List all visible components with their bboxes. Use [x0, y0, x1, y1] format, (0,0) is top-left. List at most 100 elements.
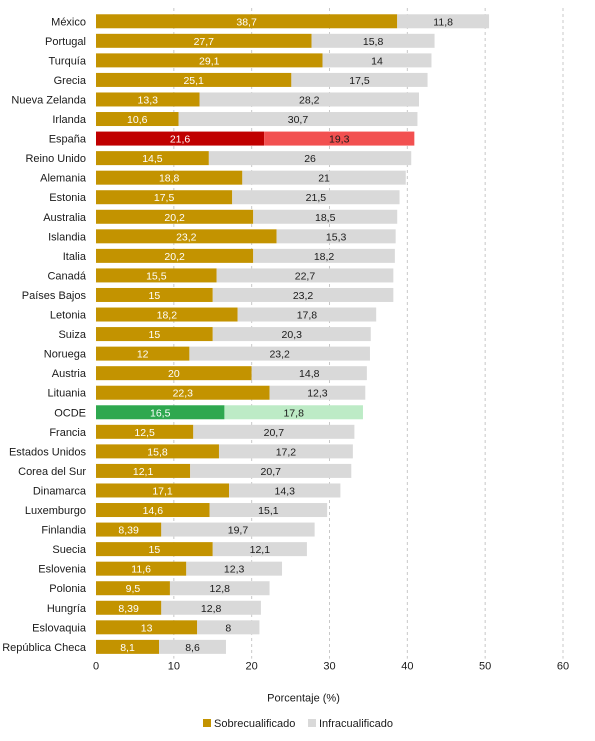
legend-swatch-sobrecualificado [203, 719, 211, 727]
bar-suiza-sobrecualificado [96, 327, 213, 342]
bar-suecia-infracualificado [212, 542, 307, 557]
value-label-paises-bajos-infracualificado: 23,2 [293, 290, 314, 302]
value-label-reino-unido-sobrecualificado: 14,5 [142, 153, 163, 165]
bar-dinamarca-infracualificado [229, 483, 341, 498]
value-label-nueva-zelanda-infracualificado: 28,2 [299, 94, 320, 106]
category-label-mexico: México [51, 16, 86, 28]
bar-estados-unidos-sobrecualificado [96, 444, 219, 459]
value-label-ocde-infracualificado: 17,8 [283, 407, 304, 419]
x-tick-label-30: 30 [323, 661, 335, 673]
value-label-grecia-infracualificado: 17,5 [349, 75, 370, 87]
category-label-irlanda: Irlanda [52, 114, 87, 126]
legend-label-infracualificado: Infracualificado [319, 718, 393, 730]
category-label-italia: Italia [63, 251, 87, 263]
bar-republica-checa-infracualificado [159, 639, 226, 654]
value-label-suecia-sobrecualificado: 15 [149, 544, 161, 556]
category-label-suiza: Suiza [58, 329, 86, 341]
bar-eslovaquia-sobrecualificado [96, 620, 198, 635]
value-label-canada-infracualificado: 22,7 [295, 270, 316, 282]
category-label-noruega: Noruega [44, 349, 87, 361]
value-label-turquia-sobrecualificado: 29,1 [199, 55, 220, 67]
category-label-canada: Canadá [47, 270, 86, 282]
bar-polonia-sobrecualificado [96, 581, 170, 596]
category-label-letonia: Letonia [50, 310, 87, 322]
bar-irlanda-infracualificado [178, 112, 418, 127]
value-label-espana-infracualificado: 19,3 [329, 134, 350, 146]
x-tick-label-60: 60 [557, 661, 569, 673]
bar-islandia-infracualificado [276, 229, 396, 244]
bar-grecia-sobrecualificado [96, 72, 292, 87]
value-label-ocde-sobrecualificado: 16,5 [150, 407, 171, 419]
value-label-turquia-infracualificado: 14 [371, 55, 383, 67]
legend-label-sobrecualificado: Sobrecualificado [214, 718, 295, 730]
category-label-grecia: Grecia [54, 75, 87, 87]
category-label-paises-bajos: Países Bajos [22, 290, 87, 302]
value-label-italia-sobrecualificado: 20,2 [164, 251, 185, 263]
value-label-eslovaquia-infracualificado: 8 [225, 622, 231, 634]
value-label-suiza-sobrecualificado: 15 [149, 329, 161, 341]
bar-australia-infracualificado [253, 209, 398, 224]
bar-alemania-sobrecualificado [96, 170, 243, 185]
bar-mexico-sobrecualificado [96, 14, 398, 29]
value-label-estonia-infracualificado: 21,5 [306, 192, 327, 204]
bar-hungria-infracualificado [161, 600, 261, 615]
bar-italia-infracualificado [253, 248, 395, 263]
bar-estados-unidos-infracualificado [218, 444, 353, 459]
bar-eslovaquia-infracualificado [197, 620, 260, 635]
value-label-francia-infracualificado: 20,7 [264, 427, 285, 439]
bar-turquia-infracualificado [322, 53, 432, 68]
bar-alemania-infracualificado [242, 170, 406, 185]
bar-corea-del-sur-sobrecualificado [96, 463, 191, 478]
category-label-francia: Francia [49, 427, 87, 439]
category-label-polonia: Polonia [49, 583, 87, 595]
bar-francia-infracualificado [193, 424, 355, 439]
bars: 38,7 11,8 27,7 15,8 29,1 14 25,1 17,5 13,3 28,2 10… [96, 14, 490, 654]
value-label-hungria-infracualificado: 12,8 [201, 603, 222, 615]
bar-suiza-infracualificado [212, 327, 371, 342]
x-tick-label-50: 50 [479, 661, 491, 673]
category-label-nueva-zelanda: Nueva Zelanda [11, 94, 86, 106]
bar-finlandia-infracualificado [161, 522, 315, 537]
category-label-islandia: Islandia [48, 231, 87, 243]
bar-canada-infracualificado [216, 268, 394, 283]
bar-austria-sobrecualificado [96, 366, 252, 381]
bar-francia-sobrecualificado [96, 424, 194, 439]
value-label-eslovenia-infracualificado: 12,3 [224, 564, 245, 576]
value-label-polonia-infracualificado: 12,8 [210, 583, 231, 595]
value-label-alemania-infracualificado: 21 [318, 173, 330, 185]
value-label-portugal-infracualificado: 15,8 [363, 36, 384, 48]
bar-lituania-sobrecualificado [96, 385, 270, 400]
value-label-portugal-sobrecualificado: 27,7 [194, 36, 215, 48]
value-label-lituania-infracualificado: 12,3 [307, 388, 328, 400]
bar-paises-bajos-sobrecualificado [96, 287, 213, 302]
category-label-eslovenia: Eslovenia [38, 564, 87, 576]
category-label-estonia: Estonia [49, 192, 87, 204]
bar-luxemburgo-sobrecualificado [96, 503, 210, 518]
category-label-portugal: Portugal [45, 36, 86, 48]
value-label-noruega-sobrecualificado: 12 [137, 349, 149, 361]
x-axis-title: Porcentaje (%) [267, 693, 340, 705]
value-label-letonia-infracualificado: 17,8 [297, 310, 318, 322]
bar-nueva-zelanda-infracualificado [199, 92, 420, 107]
x-tick-label-20: 20 [246, 661, 258, 673]
bar-paises-bajos-infracualificado [212, 287, 394, 302]
bar-turquia-sobrecualificado [96, 53, 323, 68]
value-label-corea-del-sur-sobrecualificado: 12,1 [133, 466, 154, 478]
value-label-lituania-sobrecualificado: 22,3 [173, 388, 194, 400]
value-label-italia-infracualificado: 18,2 [314, 251, 335, 263]
value-label-australia-sobrecualificado: 20,2 [164, 212, 185, 224]
value-label-irlanda-sobrecualificado: 10,6 [127, 114, 148, 126]
bar-republica-checa-sobrecualificado [96, 639, 160, 654]
bar-noruega-sobrecualificado [96, 346, 190, 361]
bar-lituania-infracualificado [269, 385, 366, 400]
category-label-turquia: Turquía [48, 55, 86, 67]
value-label-islandia-sobrecualificado: 23,2 [176, 231, 197, 243]
bar-mexico-infracualificado [397, 14, 490, 29]
x-tick-label-40: 40 [401, 661, 413, 673]
value-label-austria-sobrecualificado: 20 [168, 368, 180, 380]
value-label-hungria-sobrecualificado: 8,39 [118, 603, 139, 615]
x-tick-label-0: 0 [93, 661, 99, 673]
category-label-reino-unido: Reino Unido [25, 153, 86, 165]
